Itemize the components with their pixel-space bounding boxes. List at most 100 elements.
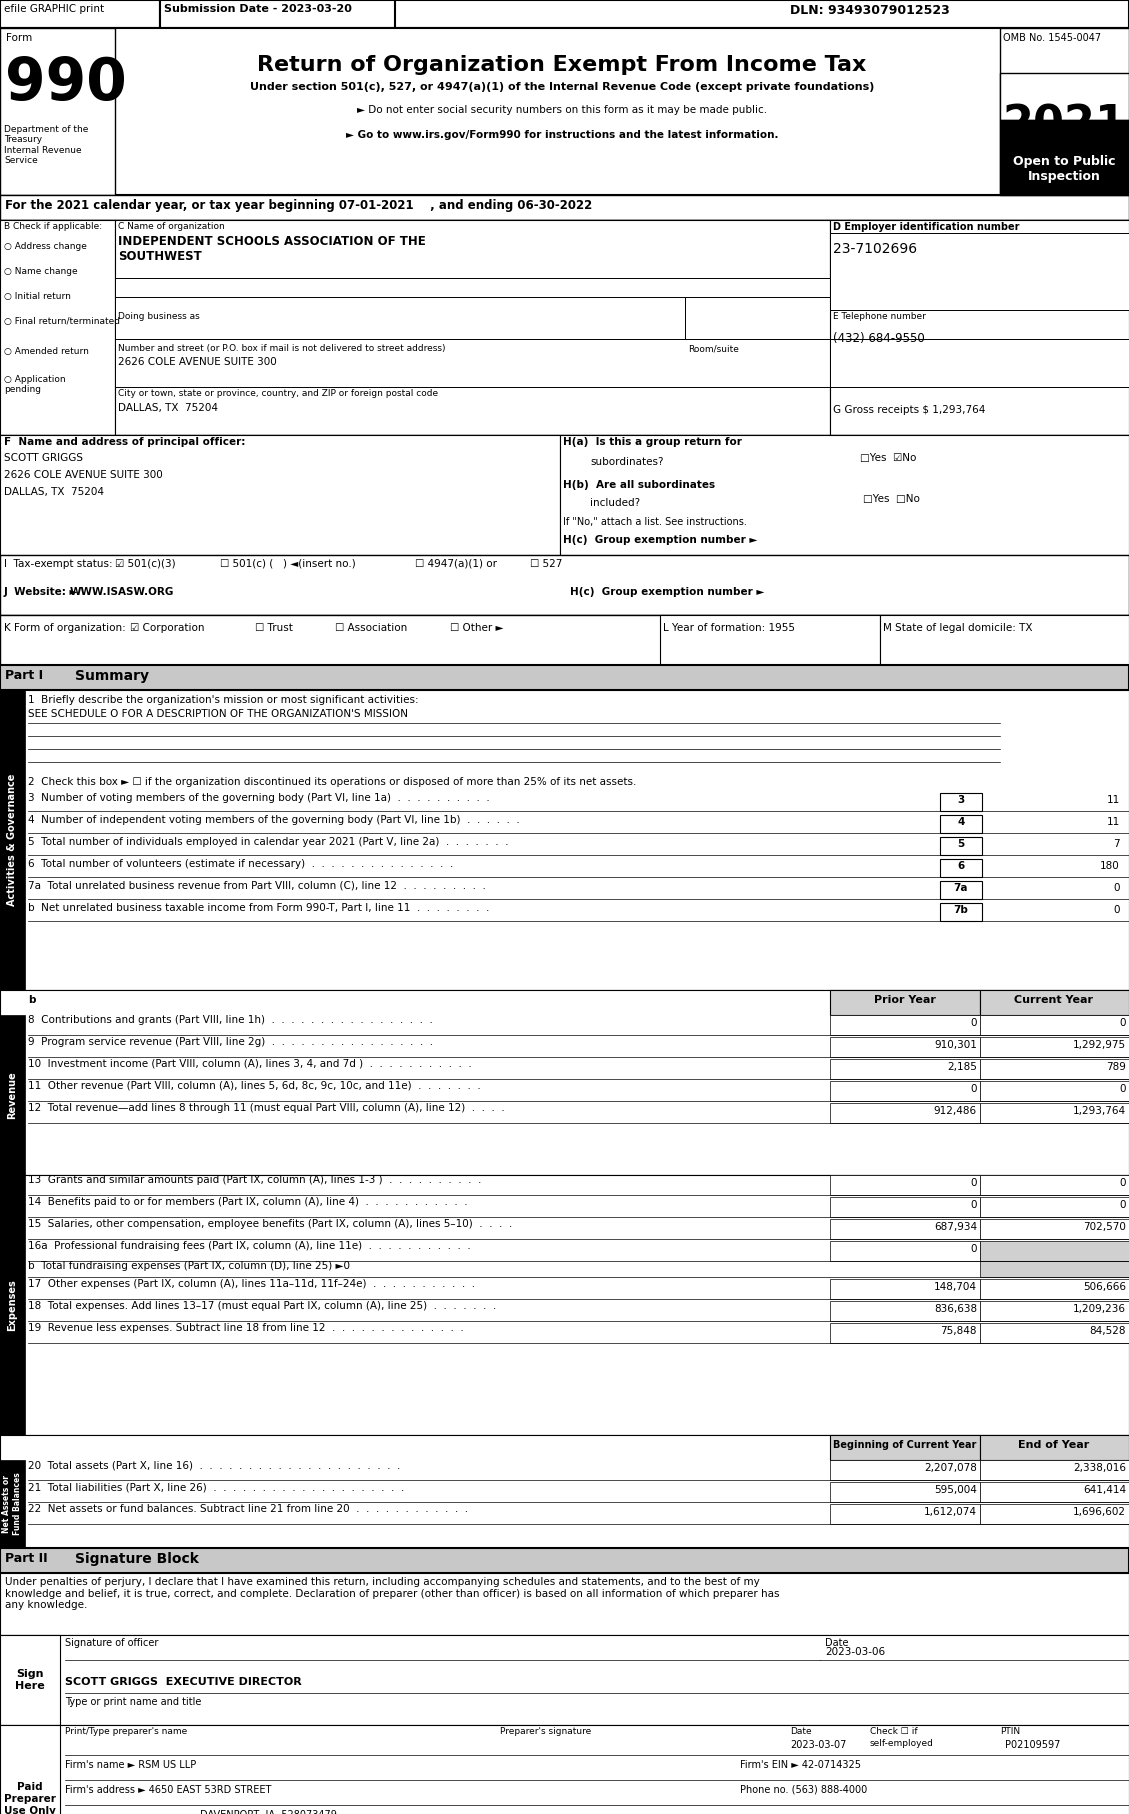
Text: J  Website: ►: J Website: ►: [5, 588, 79, 597]
Text: Room/suite: Room/suite: [688, 345, 738, 354]
Text: 22  Net assets or fund balances. Subtract line 21 from line 20  .  .  .  .  .  .: 22 Net assets or fund balances. Subtract…: [28, 1504, 469, 1515]
Text: efile GRAPHIC print: efile GRAPHIC print: [5, 4, 104, 15]
Text: Return of Organization Exempt From Income Tax: Return of Organization Exempt From Incom…: [257, 54, 867, 74]
Bar: [980, 1279, 1129, 1299]
Text: 7a: 7a: [954, 883, 969, 892]
Bar: [0, 27, 1129, 194]
Bar: [940, 882, 982, 900]
Bar: [0, 0, 1129, 27]
Bar: [0, 555, 1129, 615]
Bar: [980, 990, 1129, 1016]
Bar: [0, 1725, 60, 1814]
Text: For the 2021 calendar year, or tax year beginning 07-01-2021    , and ending 06-: For the 2021 calendar year, or tax year …: [5, 200, 593, 212]
Text: City or town, state or province, country, and ZIP or foreign postal code: City or town, state or province, country…: [119, 388, 438, 397]
Bar: [830, 219, 1129, 435]
Text: 2023-03-07: 2023-03-07: [790, 1740, 847, 1751]
Text: 6  Total number of volunteers (estimate if necessary)  .  .  .  .  .  .  .  .  .: 6 Total number of volunteers (estimate i…: [28, 860, 453, 869]
Text: Signature Block: Signature Block: [75, 1553, 199, 1565]
Text: ► Do not enter social security numbers on this form as it may be made public.: ► Do not enter social security numbers o…: [357, 105, 767, 114]
Bar: [980, 1103, 1129, 1123]
Text: 14  Benefits paid to or for members (Part IX, column (A), line 4)  .  .  .  .  .: 14 Benefits paid to or for members (Part…: [28, 1197, 467, 1206]
Text: PTIN: PTIN: [1000, 1727, 1021, 1736]
Text: ○ Application
pending: ○ Application pending: [5, 375, 65, 394]
Text: 2,207,078: 2,207,078: [925, 1464, 977, 1473]
Text: 1,292,975: 1,292,975: [1073, 1039, 1126, 1050]
Text: 2  Check this box ► ☐ if the organization discontinued its operations or dispose: 2 Check this box ► ☐ if the organization…: [28, 776, 637, 787]
Bar: [940, 903, 982, 922]
Text: 16a  Professional fundraising fees (Part IX, column (A), line 11e)  .  .  .  .  : 16a Professional fundraising fees (Part …: [28, 1241, 471, 1252]
Text: Part I: Part I: [5, 669, 43, 682]
Text: 23-7102696: 23-7102696: [833, 241, 917, 256]
Text: Activities & Governance: Activities & Governance: [7, 775, 17, 907]
Bar: [1000, 120, 1129, 194]
Text: 1,209,236: 1,209,236: [1073, 1304, 1126, 1313]
Text: ○ Final return/terminated: ○ Final return/terminated: [5, 317, 120, 327]
Bar: [0, 666, 1129, 689]
Text: 0: 0: [1113, 883, 1120, 892]
Bar: [0, 1634, 1129, 1725]
Text: Net Assets or
Fund Balances: Net Assets or Fund Balances: [2, 1473, 21, 1535]
Text: included?: included?: [590, 499, 640, 508]
Text: 84,528: 84,528: [1089, 1326, 1126, 1335]
Bar: [0, 1547, 1129, 1573]
Bar: [0, 435, 560, 555]
Text: 75,848: 75,848: [940, 1326, 977, 1335]
Bar: [940, 836, 982, 854]
Bar: [830, 232, 1129, 310]
Text: 0: 0: [1120, 1085, 1126, 1094]
Text: Doing business as: Doing business as: [119, 312, 200, 321]
Text: 2023-03-06: 2023-03-06: [825, 1647, 885, 1656]
Text: 1,696,602: 1,696,602: [1073, 1507, 1126, 1517]
Text: 148,704: 148,704: [934, 1282, 977, 1292]
Text: 2626 COLE AVENUE SUITE 300: 2626 COLE AVENUE SUITE 300: [119, 357, 277, 366]
Text: 2,338,016: 2,338,016: [1073, 1464, 1126, 1473]
Text: Date: Date: [790, 1727, 812, 1736]
Text: 7a  Total unrelated business revenue from Part VIII, column (C), line 12  .  .  : 7a Total unrelated business revenue from…: [28, 882, 485, 891]
Text: 3: 3: [957, 795, 964, 805]
Text: 2,185: 2,185: [947, 1061, 977, 1072]
Bar: [980, 1038, 1129, 1058]
Text: H(b)  Are all subordinates: H(b) Are all subordinates: [563, 481, 715, 490]
Bar: [0, 1573, 1129, 1634]
Bar: [0, 1725, 1129, 1814]
Text: Expenses: Expenses: [7, 1279, 17, 1331]
Bar: [980, 1322, 1129, 1342]
Text: H(c)  Group exemption number ►: H(c) Group exemption number ►: [563, 535, 758, 544]
Bar: [0, 990, 1129, 1175]
Bar: [830, 1301, 980, 1321]
Text: 912,486: 912,486: [934, 1107, 977, 1116]
Text: 18  Total expenses. Add lines 13–17 (must equal Part IX, column (A), line 25)  .: 18 Total expenses. Add lines 13–17 (must…: [28, 1301, 497, 1312]
Bar: [980, 1482, 1129, 1502]
Text: 1,293,764: 1,293,764: [1073, 1107, 1126, 1116]
Bar: [0, 435, 1129, 555]
Text: Number and street (or P.O. box if mail is not delivered to street address): Number and street (or P.O. box if mail i…: [119, 345, 446, 354]
Bar: [0, 219, 1129, 435]
Bar: [1000, 73, 1129, 120]
Text: Department of the
Treasury
Internal Revenue
Service: Department of the Treasury Internal Reve…: [5, 125, 88, 165]
Bar: [0, 1435, 1129, 1547]
Bar: [830, 1059, 980, 1079]
Bar: [830, 1279, 980, 1299]
Text: ☐ 501(c) (   ) ◄(insert no.): ☐ 501(c) ( ) ◄(insert no.): [220, 559, 356, 570]
Text: Firm's EIN ► 42-0714325: Firm's EIN ► 42-0714325: [739, 1760, 861, 1770]
Text: Form: Form: [6, 33, 33, 44]
Text: ☐ Other ►: ☐ Other ►: [450, 622, 504, 633]
Text: 20  Total assets (Part X, line 16)  .  .  .  .  .  .  .  .  .  .  .  .  .  .  . : 20 Total assets (Part X, line 16) . . . …: [28, 1460, 401, 1469]
Text: 13  Grants and similar amounts paid (Part IX, column (A), lines 1-3 )  .  .  .  : 13 Grants and similar amounts paid (Part…: [28, 1175, 481, 1185]
Text: 5: 5: [957, 840, 964, 849]
Text: G Gross receipts $ 1,293,764: G Gross receipts $ 1,293,764: [833, 405, 986, 415]
Text: ○ Amended return: ○ Amended return: [5, 346, 89, 356]
Text: WWW.ISASW.ORG: WWW.ISASW.ORG: [70, 588, 174, 597]
Text: 0: 0: [1120, 1177, 1126, 1188]
Bar: [980, 1219, 1129, 1239]
Text: Firm's address ► 4650 EAST 53RD STREET: Firm's address ► 4650 EAST 53RD STREET: [65, 1785, 271, 1796]
Text: I  Tax-exempt status:: I Tax-exempt status:: [5, 559, 113, 570]
Text: 506,666: 506,666: [1083, 1282, 1126, 1292]
Text: 11  Other revenue (Part VIII, column (A), lines 5, 6d, 8c, 9c, 10c, and 11e)  . : 11 Other revenue (Part VIII, column (A),…: [28, 1081, 481, 1090]
Text: End of Year: End of Year: [1018, 1440, 1089, 1449]
Text: ☐ 527: ☐ 527: [530, 559, 562, 570]
Bar: [980, 1197, 1129, 1217]
Text: OMB No. 1545-0047: OMB No. 1545-0047: [1003, 33, 1101, 44]
Text: 21  Total liabilities (Part X, line 26)  .  .  .  .  .  .  .  .  .  .  .  .  .  : 21 Total liabilities (Part X, line 26) .…: [28, 1482, 404, 1491]
Text: 6: 6: [957, 862, 964, 871]
